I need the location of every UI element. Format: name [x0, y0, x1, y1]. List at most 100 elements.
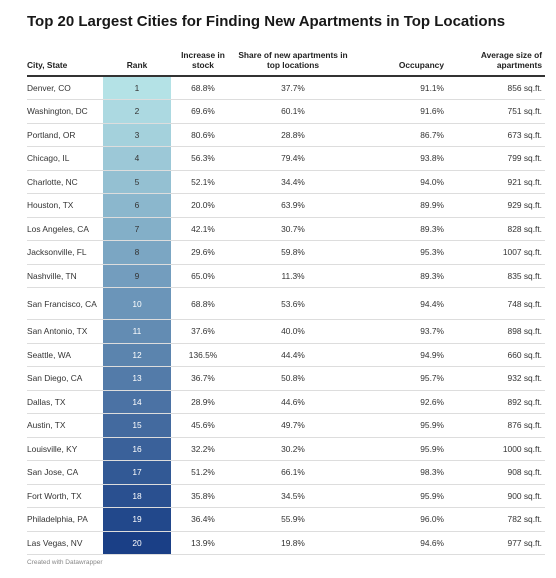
rank-cell: 8	[103, 240, 171, 265]
rank-cell: 5	[103, 170, 171, 194]
city-cell: San Antonio, TX	[27, 319, 103, 344]
rank-cell: 17	[103, 460, 171, 485]
size-cell: 828 sq.ft.	[447, 217, 545, 241]
rank-cell: 2	[103, 99, 171, 124]
city-cell: Austin, TX	[27, 413, 103, 438]
occupancy-cell: 91.6%	[351, 99, 447, 124]
occupancy-cell: 86.7%	[351, 123, 447, 147]
city-cell: Los Angeles, CA	[27, 217, 103, 241]
city-cell: Philadelphia, PA	[27, 507, 103, 532]
rank-cell: 4	[103, 146, 171, 171]
footer-credit: Created with Datawrapper	[27, 559, 103, 566]
occupancy-cell: 95.3%	[351, 240, 447, 265]
table-row: San Diego, CA 13 36.7% 50.8% 95.7% 932 sq.ft.	[27, 366, 545, 391]
size-cell: 1007 sq.ft.	[447, 240, 545, 265]
city-cell: Houston, TX	[27, 193, 103, 218]
occupancy-cell: 92.6%	[351, 390, 447, 414]
rank-cell: 14	[103, 390, 171, 414]
increase-cell: 42.1%	[171, 217, 235, 241]
share-cell: 79.4%	[235, 146, 351, 171]
city-cell: Fort Worth, TX	[27, 484, 103, 508]
city-cell: San Diego, CA	[27, 366, 103, 391]
occupancy-cell: 96.0%	[351, 507, 447, 532]
share-cell: 28.8%	[235, 123, 351, 147]
size-cell: 929 sq.ft.	[447, 193, 545, 218]
share-cell: 59.8%	[235, 240, 351, 265]
size-cell: 876 sq.ft.	[447, 413, 545, 438]
size-cell: 799 sq.ft.	[447, 146, 545, 171]
table-row: Nashville, TN 9 65.0% 11.3% 89.3% 835 sq.ft.	[27, 264, 545, 288]
table-row: Charlotte, NC 5 52.1% 34.4% 94.0% 921 sq.ft.	[27, 170, 545, 194]
rank-cell: 6	[103, 193, 171, 218]
rank-cell: 18	[103, 484, 171, 508]
occupancy-cell: 95.9%	[351, 484, 447, 508]
column-header-increase[interactable]: Increase in stock	[171, 44, 235, 77]
rank-cell: 11	[103, 319, 171, 344]
occupancy-cell: 95.9%	[351, 413, 447, 438]
increase-cell: 45.6%	[171, 413, 235, 438]
increase-cell: 36.7%	[171, 366, 235, 391]
city-cell: Portland, OR	[27, 123, 103, 147]
size-cell: 932 sq.ft.	[447, 366, 545, 391]
increase-cell: 69.6%	[171, 99, 235, 124]
table-row: Denver, CO 1 68.8% 37.7% 91.1% 856 sq.ft.	[27, 76, 545, 100]
table-row: Seattle, WA 12 136.5% 44.4% 94.9% 660 sq.ft.	[27, 343, 545, 367]
column-header-size[interactable]: Average size of apartments	[447, 44, 545, 77]
column-header-share[interactable]: Share of new apartments in top locations	[235, 44, 351, 77]
size-cell: 1000 sq.ft.	[447, 437, 545, 461]
table-row: Portland, OR 3 80.6% 28.8% 86.7% 673 sq.ft.	[27, 123, 545, 147]
size-cell: 856 sq.ft.	[447, 76, 545, 100]
share-cell: 50.8%	[235, 366, 351, 391]
size-cell: 908 sq.ft.	[447, 460, 545, 485]
city-cell: Jacksonville, FL	[27, 240, 103, 265]
page-title: Top 20 Largest Cities for Finding New Ap…	[27, 13, 506, 30]
city-cell: Washington, DC	[27, 99, 103, 124]
city-cell: Seattle, WA	[27, 343, 103, 367]
occupancy-cell: 93.8%	[351, 146, 447, 171]
increase-cell: 52.1%	[171, 170, 235, 194]
share-cell: 44.4%	[235, 343, 351, 367]
rank-cell: 1	[103, 76, 171, 100]
increase-cell: 35.8%	[171, 484, 235, 508]
city-cell: Chicago, IL	[27, 146, 103, 171]
rank-cell: 12	[103, 343, 171, 367]
table-row: Fort Worth, TX 18 35.8% 34.5% 95.9% 900 sq.ft…	[27, 484, 545, 508]
size-cell: 892 sq.ft.	[447, 390, 545, 414]
increase-cell: 32.2%	[171, 437, 235, 461]
city-cell: San Francisco, CA	[27, 287, 103, 320]
table-row: Las Vegas, NV 20 13.9% 19.8% 94.6% 977 sq.ft.	[27, 531, 545, 555]
size-cell: 673 sq.ft.	[447, 123, 545, 147]
table-row: Washington, DC 2 69.6% 60.1% 91.6% 751 sq.ft.	[27, 99, 545, 124]
city-cell: Dallas, TX	[27, 390, 103, 414]
occupancy-cell: 95.7%	[351, 366, 447, 391]
size-cell: 977 sq.ft.	[447, 531, 545, 555]
share-cell: 40.0%	[235, 319, 351, 344]
rank-cell: 7	[103, 217, 171, 241]
city-cell: Nashville, TN	[27, 264, 103, 288]
share-cell: 60.1%	[235, 99, 351, 124]
rank-cell: 13	[103, 366, 171, 391]
increase-cell: 36.4%	[171, 507, 235, 532]
table-row: San Antonio, TX 11 37.6% 40.0% 93.7% 898 sq.f…	[27, 319, 545, 344]
share-cell: 44.6%	[235, 390, 351, 414]
increase-cell: 51.2%	[171, 460, 235, 485]
table-row: Chicago, IL 4 56.3% 79.4% 93.8% 799 sq.ft.	[27, 146, 545, 171]
increase-cell: 65.0%	[171, 264, 235, 288]
size-cell: 751 sq.ft.	[447, 99, 545, 124]
share-cell: 34.4%	[235, 170, 351, 194]
column-header-city[interactable]: City, State	[27, 44, 103, 77]
rank-cell: 15	[103, 413, 171, 438]
column-header-rank[interactable]: Rank	[103, 44, 171, 77]
occupancy-cell: 98.3%	[351, 460, 447, 485]
occupancy-cell: 89.3%	[351, 217, 447, 241]
rank-cell: 9	[103, 264, 171, 288]
rank-cell: 19	[103, 507, 171, 532]
occupancy-cell: 94.6%	[351, 531, 447, 555]
size-cell: 898 sq.ft.	[447, 319, 545, 344]
share-cell: 19.8%	[235, 531, 351, 555]
increase-cell: 68.8%	[171, 76, 235, 100]
share-cell: 49.7%	[235, 413, 351, 438]
column-header-occupancy[interactable]: Occupancy	[351, 44, 447, 77]
increase-cell: 28.9%	[171, 390, 235, 414]
table-row: Austin, TX 15 45.6% 49.7% 95.9% 876 sq.ft.	[27, 413, 545, 438]
